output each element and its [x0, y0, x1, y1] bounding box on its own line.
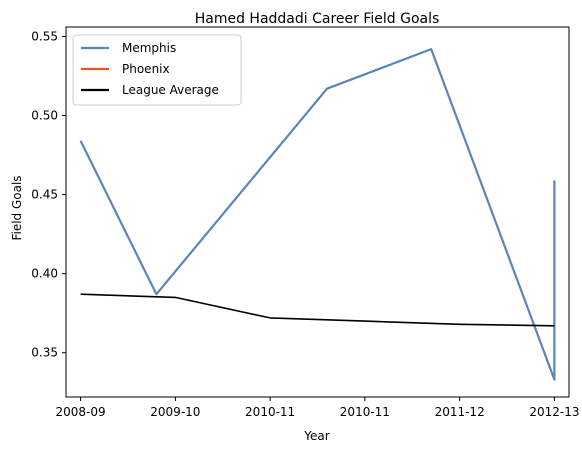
- x-tick-label: 2010-11: [245, 405, 295, 419]
- legend-label-memphis: Memphis: [122, 41, 176, 55]
- y-tick-label: 0.55: [31, 29, 58, 43]
- y-axis-ticks: 0.35 0.40 0.45 0.50 0.55: [31, 29, 66, 360]
- y-tick-label: 0.35: [31, 346, 58, 360]
- x-axis-label: Year: [303, 429, 329, 443]
- x-tick-label: 2011-12: [435, 405, 485, 419]
- y-tick-label: 0.45: [31, 188, 58, 202]
- x-tick-label: 2009-10: [150, 405, 200, 419]
- legend-label-league-average: League Average: [122, 83, 219, 97]
- x-axis-ticks: 2008-09 2009-10 2010-11 2010-11 2011-12 2012-…: [56, 397, 579, 419]
- legend-box: [72, 34, 242, 106]
- legend-label-phoenix: Phoenix: [122, 62, 170, 76]
- y-tick-label: 0.40: [31, 267, 58, 281]
- series-line-memphis: [79, 47, 556, 381]
- series-line-league-average: [80, 293, 555, 327]
- plot-lines: [79, 47, 556, 381]
- legend: Memphis Phoenix League Average: [72, 34, 242, 106]
- x-tick-label: 2008-09: [56, 405, 106, 419]
- y-axis-label: Field Goals: [10, 175, 24, 240]
- chart-title: Hamed Haddadi Career Field Goals: [195, 11, 440, 27]
- y-tick-label: 0.50: [31, 109, 58, 123]
- x-tick-label: 2012-13: [529, 405, 579, 419]
- x-tick-label: 2010-11: [340, 405, 390, 419]
- plot-area-frame: [65, 26, 570, 398]
